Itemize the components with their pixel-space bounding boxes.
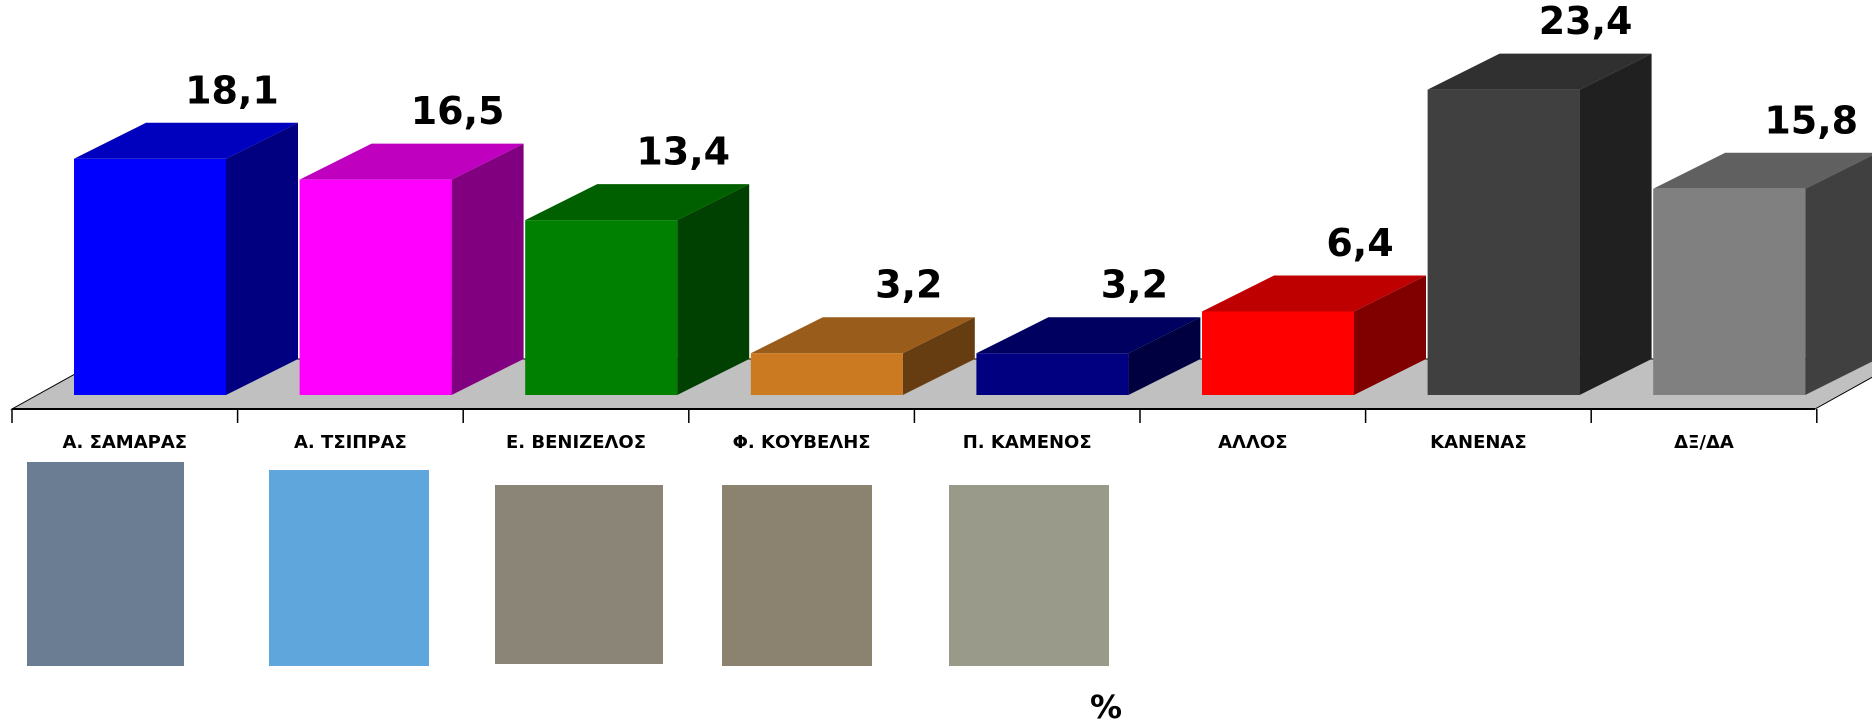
x-tick-label: Α. ΣΑΜΑΡΑΣ [63, 432, 188, 453]
bar-side [1128, 317, 1201, 395]
bar-side [1354, 275, 1426, 395]
value-label: 13,4 [636, 130, 730, 174]
bar-side [902, 317, 975, 395]
x-tick-label: Ε. ΒΕΝΙΖΕΛΟΣ [506, 432, 646, 453]
value-label: 15,8 [1764, 98, 1858, 142]
bar-top [750, 317, 975, 354]
bar [1427, 89, 1580, 395]
value-label: 3,2 [1101, 263, 1168, 307]
x-tick-label: Α. ΤΣΙΠΡΑΣ [294, 432, 407, 453]
unit-label: % [1090, 688, 1122, 724]
bar-side [677, 184, 750, 395]
bar [299, 179, 452, 395]
bar-top [976, 317, 1201, 354]
value-label: 3,2 [875, 263, 942, 307]
bar-side [451, 143, 524, 395]
x-tick-label: Φ. ΚΟΥΒΕΛΗΣ [733, 432, 871, 453]
photo [495, 485, 663, 664]
photo [722, 485, 872, 666]
photos [27, 462, 1109, 666]
photo [949, 485, 1109, 666]
photo [27, 462, 184, 666]
bar-top [299, 143, 524, 180]
bar-side [1805, 155, 1872, 395]
bar-top [74, 122, 298, 159]
bar [74, 158, 226, 395]
bar-top [525, 184, 750, 221]
bar [1653, 188, 1806, 395]
value-label: 23,4 [1539, 0, 1633, 43]
bar [525, 220, 678, 395]
value-label: 16,5 [411, 89, 505, 133]
bar-side [226, 122, 298, 396]
x-tick-label: ΑΛΛΟΣ [1218, 432, 1287, 453]
x-tick-label: Π. ΚΑΜΕΝΟΣ [963, 432, 1092, 453]
value-label: 18,1 [185, 68, 279, 112]
x-tick-label: ΚΑΝΕΝΑΣ [1430, 432, 1527, 453]
bar-top [1427, 53, 1652, 90]
bar-top [1202, 275, 1426, 312]
bar [1202, 311, 1354, 395]
bar [976, 353, 1129, 395]
bar [750, 353, 903, 395]
bar-side [1579, 53, 1652, 395]
bar-top [1653, 152, 1872, 189]
x-tick-label: ΔΞ/ΔΑ [1674, 432, 1734, 453]
photo [269, 470, 429, 666]
value-label: 6,4 [1326, 221, 1393, 265]
